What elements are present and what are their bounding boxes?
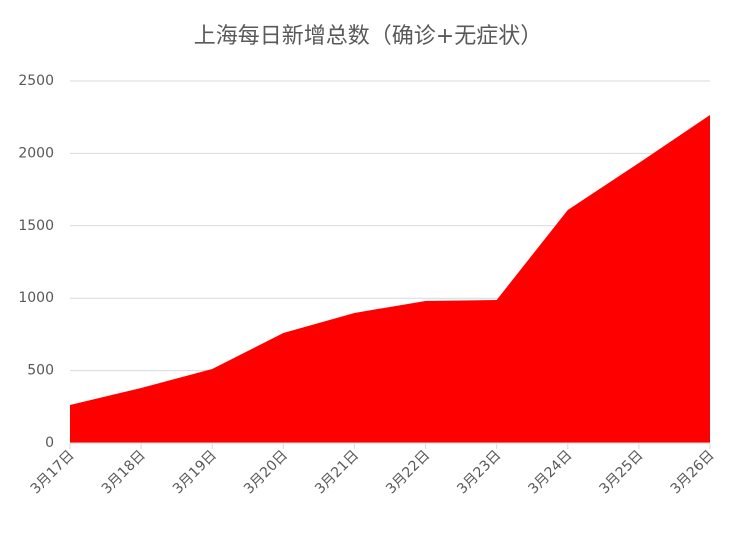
y-tick-label: 500 [27,363,54,379]
x-tick-label: 3月17日 [28,447,78,497]
y-tick-label: 0 [45,435,54,451]
y-tick-label: 1500 [18,218,54,234]
x-tick-label: 3月23日 [454,447,504,497]
x-tick-label: 3月26日 [668,447,718,497]
y-tick-label: 2500 [18,73,54,89]
x-tick-label: 3月19日 [170,447,220,497]
x-tick-label: 3月21日 [312,447,362,497]
chart-title: 上海每日新增总数（确诊+无症状） [194,24,542,49]
x-tick-label: 3月18日 [99,447,149,497]
x-tick-label: 3月25日 [597,447,647,497]
x-tick-label: 3月22日 [383,447,433,497]
y-tick-label: 1000 [18,290,54,306]
y-tick-label: 2000 [18,145,54,161]
x-tick-label: 3月20日 [241,447,291,497]
area [70,115,710,443]
x-tick-label: 3月24日 [525,447,575,497]
